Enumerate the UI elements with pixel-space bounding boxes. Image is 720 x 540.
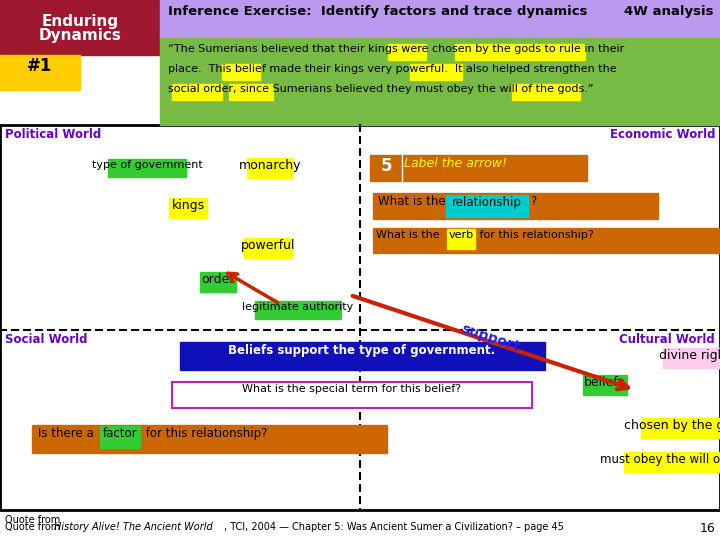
Text: Dynamics: Dynamics <box>39 28 122 43</box>
Text: legitimate authority: legitimate authority <box>243 302 354 313</box>
Bar <box>247 158 293 178</box>
Text: monarchy: monarchy <box>239 159 301 172</box>
Bar <box>583 375 626 395</box>
Text: for this relationship?: for this relationship? <box>476 230 594 240</box>
Bar <box>446 195 528 217</box>
Bar <box>108 159 186 177</box>
Bar <box>373 228 720 253</box>
Bar <box>641 418 720 438</box>
Text: Is there a: Is there a <box>38 427 97 440</box>
Text: powerful: powerful <box>240 239 295 252</box>
Bar <box>446 195 528 217</box>
Bar <box>160 0 720 38</box>
Text: must obey the will of the gods: must obey the will of the gods <box>600 453 720 466</box>
Bar <box>447 229 475 249</box>
Text: place.  This belief made their kings very powerful.  It also helped strengthen t: place. This belief made their kings very… <box>168 64 616 74</box>
Bar <box>200 272 235 292</box>
Text: verb: verb <box>449 230 474 240</box>
Text: Quote from: Quote from <box>5 515 66 525</box>
Bar <box>172 382 532 408</box>
Text: order: order <box>202 273 235 286</box>
Bar <box>255 301 341 319</box>
Bar <box>32 425 387 453</box>
Bar <box>402 155 587 181</box>
Bar <box>0 0 160 55</box>
Text: beliefs: beliefs <box>585 376 626 389</box>
Text: relationship: relationship <box>452 196 522 209</box>
Text: Social World: Social World <box>5 333 88 346</box>
Bar <box>388 44 426 60</box>
Text: Beliefs support the type of government.: Beliefs support the type of government. <box>228 344 495 357</box>
Bar <box>455 44 585 60</box>
Bar <box>222 64 260 80</box>
Bar <box>624 452 720 472</box>
Bar <box>244 238 292 258</box>
Bar <box>0 55 80 90</box>
Text: divine right: divine right <box>660 349 720 362</box>
Text: social order, since Sumerians believed they must obey the will of the gods.”: social order, since Sumerians believed t… <box>168 84 593 94</box>
Bar <box>169 198 207 218</box>
Bar <box>229 84 237 100</box>
Bar <box>662 348 720 368</box>
Text: for this relationship?: for this relationship? <box>142 427 267 440</box>
Bar <box>410 64 462 80</box>
Text: Inference Exercise:  Identify factors and trace dynamics: Inference Exercise: Identify factors and… <box>168 5 588 18</box>
Text: ?: ? <box>530 195 536 208</box>
Bar <box>512 84 580 100</box>
Text: What is the: What is the <box>376 230 443 240</box>
Text: What is the: What is the <box>378 195 449 208</box>
Text: kings: kings <box>171 199 204 212</box>
Text: type of government: type of government <box>91 160 202 171</box>
Bar <box>180 342 545 370</box>
Bar <box>373 193 658 219</box>
Text: 4W analysis: 4W analysis <box>624 5 714 18</box>
Bar <box>100 426 140 448</box>
Text: Quote from: Quote from <box>5 522 66 532</box>
Text: chosen by the gods: chosen by the gods <box>624 418 720 431</box>
Text: Economic World: Economic World <box>610 128 715 141</box>
Text: Label the arrow!: Label the arrow! <box>404 157 507 170</box>
Text: support: support <box>459 322 521 354</box>
Bar <box>0 125 720 510</box>
Text: History Alive! The Ancient World: History Alive! The Ancient World <box>54 522 212 532</box>
Text: #1: #1 <box>27 57 53 75</box>
Bar <box>172 84 222 100</box>
Text: What is the special term for this belief?: What is the special term for this belief… <box>243 384 462 394</box>
Bar <box>237 84 273 100</box>
Text: , TCI, 2004 — Chapter 5: Was Ancient Sumer a Civilization? – page 45: , TCI, 2004 — Chapter 5: Was Ancient Sum… <box>224 522 564 532</box>
Text: 16: 16 <box>699 522 715 535</box>
Text: “The Sumerians believed that their kings were chosen by the gods to rule in thei: “The Sumerians believed that their kings… <box>168 44 624 54</box>
Text: Enduring: Enduring <box>42 14 119 29</box>
Bar <box>370 155 402 181</box>
Text: factor: factor <box>103 427 138 440</box>
Text: 5: 5 <box>380 157 392 175</box>
Bar <box>160 38 720 125</box>
Text: Cultural World: Cultural World <box>619 333 715 346</box>
Text: Political World: Political World <box>5 128 102 141</box>
